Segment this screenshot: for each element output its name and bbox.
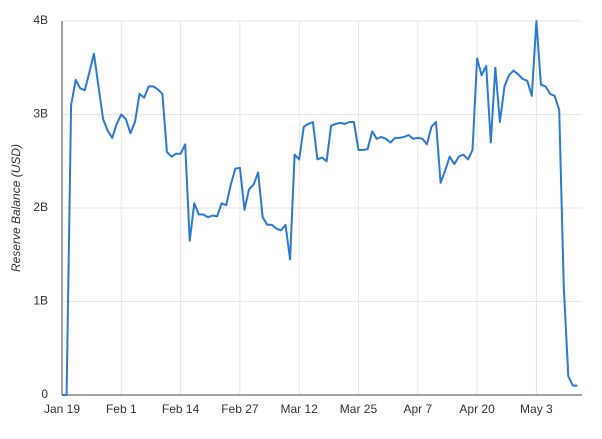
x-tick-label: Feb 14: [162, 402, 200, 416]
x-tick-label: Mar 12: [281, 402, 319, 416]
x-tick-label: Apr 7: [403, 402, 432, 416]
x-tick-label: Mar 25: [340, 402, 378, 416]
x-tick-label: Feb 1: [106, 402, 137, 416]
data-line: [62, 20, 578, 396]
x-tick-label: Feb 27: [221, 402, 259, 416]
y-tick-label: 3B: [33, 107, 48, 121]
y-tick-label: 1B: [33, 294, 48, 308]
y-axis-label: Reserve Balance (USD): [9, 144, 23, 272]
x-tick-label: Jan 19: [44, 402, 80, 416]
x-tick-label: Apr 20: [459, 402, 495, 416]
y-tick-label: 4B: [33, 13, 48, 27]
x-tick-label: May 3: [520, 402, 553, 416]
y-tick-label: 0: [41, 387, 48, 401]
y-tick-label: 2B: [33, 200, 48, 214]
